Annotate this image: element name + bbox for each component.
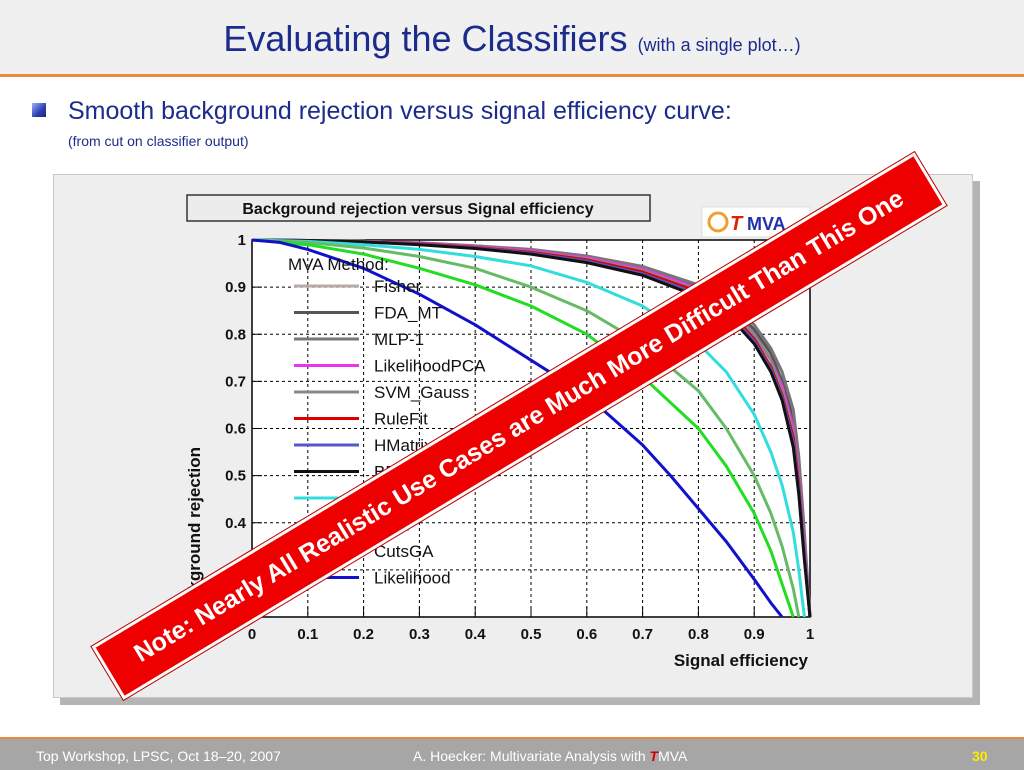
legend-label-svm-gauss: SVM_Gauss [374, 383, 469, 402]
tmva-logo-t: T [730, 213, 744, 235]
footer-center-post: MVA [658, 748, 688, 764]
x-tick-label: 0.9 [744, 626, 765, 643]
x-axis-label: Signal efficiency [674, 651, 809, 670]
bullet-text: Smooth background rejection versus signa… [68, 97, 732, 125]
x-tick-label: 0.2 [353, 626, 374, 643]
x-tick-label: 0.8 [688, 626, 709, 643]
tmva-logo-mva: MVA [747, 214, 786, 234]
y-tick-label: 0.7 [225, 373, 246, 390]
x-tick-label: 0.1 [297, 626, 318, 643]
legend-label-likelihoodpca: LikelihoodPCA [374, 357, 486, 376]
chart-title: Background rejection versus Signal effic… [242, 201, 593, 218]
legend-label-fda-mt: FDA_MT [374, 304, 442, 323]
legend-label-likelihood: Likelihood [374, 569, 451, 588]
x-tick-label: 0 [248, 626, 256, 643]
legend-label-mlp-1: MLP-1 [374, 330, 424, 349]
slide-title-sub: (with a single plot…) [637, 35, 801, 55]
x-tick-label: 0.3 [409, 626, 430, 643]
y-tick-label: 0.6 [225, 421, 246, 438]
legend-label-fisher: Fisher [374, 277, 422, 296]
slide-footer: Top Workshop, LPSC, Oct 18–20, 2007 A. H… [0, 737, 1024, 770]
x-tick-label: 1 [806, 626, 814, 643]
x-tick-labels: 0 0.1 0.2 0.3 0.4 0.5 0.6 0.7 0.8 0.9 1 [248, 626, 814, 643]
page-number: 30 [972, 748, 988, 764]
bullet-square-icon [32, 103, 46, 117]
tmva-logo-swirl [707, 211, 729, 233]
x-tick-label: 0.5 [521, 626, 542, 643]
bullet-subtext: (from cut on classifier output) [68, 133, 249, 149]
chart-title-box [186, 194, 651, 222]
x-tick-label: 0.4 [465, 626, 487, 643]
x-tick-label: 0.6 [576, 626, 597, 643]
footer-center-pre: A. Hoecker: Multivariate Analysis with [413, 748, 650, 764]
y-tick-label: 0.9 [225, 279, 246, 296]
y-tick-label: 0.8 [225, 326, 246, 343]
footer-center: A. Hoecker: Multivariate Analysis with T… [413, 748, 687, 764]
slide-title-main: Evaluating the Classifiers [223, 18, 628, 59]
legend-label-rulefit: RuleFit [374, 410, 428, 429]
y-axis-label: Background rejection [185, 447, 204, 622]
footer-left: Top Workshop, LPSC, Oct 18–20, 2007 [36, 748, 281, 764]
x-tick-label: 0.7 [632, 626, 653, 643]
legend-label-cutsga: CutsGA [374, 542, 434, 561]
y-tick-label: 0.4 [225, 515, 247, 532]
footer-center-t: T [649, 748, 659, 764]
y-tick-label: 1 [238, 232, 246, 249]
legend-title: MVA Method: [288, 255, 389, 274]
slide-header: Evaluating the Classifiers (with a singl… [0, 0, 1024, 77]
slide-title: Evaluating the Classifiers (with a singl… [0, 18, 1024, 60]
y-tick-label: 0.5 [225, 468, 246, 485]
